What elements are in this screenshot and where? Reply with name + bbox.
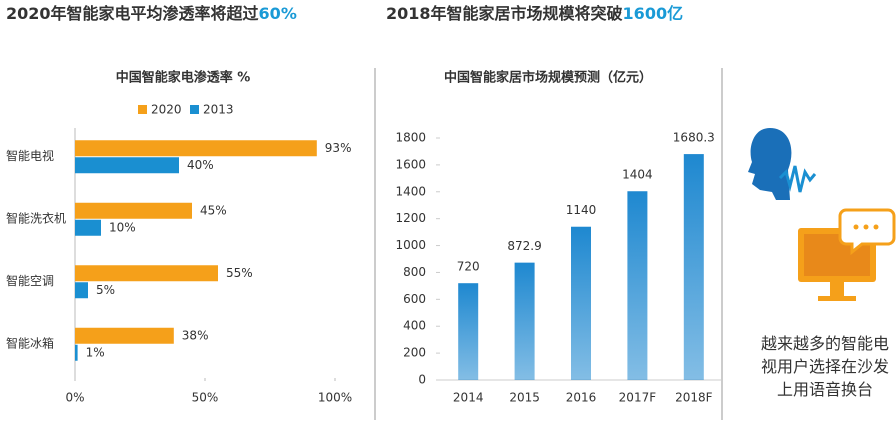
- x-tick-label: 2016: [566, 391, 597, 405]
- y-tick-label: 智能洗衣机: [6, 210, 66, 225]
- y-tick-label: 400: [403, 319, 426, 333]
- headline-highlight: 60%: [259, 4, 297, 23]
- headline-highlight: 1600亿: [623, 4, 684, 23]
- legend-swatch: [190, 105, 199, 114]
- legend-label: 2020: [151, 103, 182, 117]
- bar: [75, 327, 174, 344]
- value-label: 1140: [566, 203, 597, 217]
- value-label: 38%: [182, 328, 209, 342]
- bar: [514, 262, 535, 380]
- value-label: 55%: [226, 266, 253, 280]
- x-tick-label: 100%: [318, 391, 352, 405]
- value-label: 872.9: [507, 239, 541, 253]
- bar: [458, 283, 479, 380]
- y-tick-label: 600: [403, 292, 426, 306]
- tv-icon: [798, 208, 896, 301]
- value-label: 1680.3: [673, 131, 715, 145]
- bar: [683, 154, 704, 380]
- x-tick-label: 50%: [192, 391, 219, 405]
- headline-text: 2018年智能家居市场规模将突破: [386, 4, 623, 23]
- y-tick-label: 智能电视: [6, 148, 54, 163]
- bar: [627, 191, 648, 380]
- value-label: 45%: [200, 203, 227, 217]
- head-icon: [748, 128, 817, 200]
- chart-title: 中国智能家居市场规模预测（亿元）: [444, 70, 652, 86]
- value-label: 40%: [187, 158, 214, 172]
- bar: [75, 157, 179, 174]
- headline: 2018年智能家居市场规模将突破1600亿: [386, 4, 683, 23]
- value-label: 10%: [109, 220, 136, 234]
- y-tick-label: 0: [418, 373, 426, 387]
- x-tick-label: 2014: [453, 391, 484, 405]
- y-tick-label: 1200: [395, 211, 426, 225]
- headline-text: 2020年智能家电平均渗透率将超过: [6, 4, 259, 23]
- x-tick-label: 0%: [65, 391, 84, 405]
- y-tick-label: 200: [403, 346, 426, 360]
- side-note: 越来越多的智能电视用户选择在沙发上用语音换台: [760, 334, 889, 399]
- y-tick-label: 1600: [395, 157, 426, 171]
- bar: [75, 265, 218, 282]
- y-tick-label: 1800: [395, 131, 426, 145]
- headline: 2020年智能家电平均渗透率将超过60%: [6, 4, 297, 23]
- y-tick-label: 1400: [395, 184, 426, 198]
- x-tick-label: 2017F: [619, 391, 657, 405]
- y-tick-label: 智能空调: [6, 273, 54, 288]
- legend-swatch: [138, 105, 147, 114]
- value-label: 5%: [96, 283, 115, 297]
- bar: [571, 226, 591, 380]
- value-label: 1404: [622, 168, 653, 182]
- y-tick-label: 1000: [395, 238, 426, 252]
- bar: [75, 219, 101, 236]
- legend-label: 2013: [203, 103, 234, 117]
- bar: [75, 282, 88, 299]
- value-label: 1%: [86, 345, 105, 359]
- chart-title: 中国智能家电渗透率 %: [116, 70, 251, 86]
- value-label: 720: [457, 260, 480, 274]
- bar: [75, 344, 78, 361]
- bar: [75, 202, 192, 219]
- x-tick-label: 2018F: [675, 391, 713, 405]
- x-tick-label: 2015: [509, 391, 540, 405]
- y-tick-label: 智能冰箱: [6, 335, 54, 350]
- bar: [75, 140, 317, 157]
- value-label: 93%: [325, 141, 352, 155]
- y-tick-label: 800: [403, 265, 426, 279]
